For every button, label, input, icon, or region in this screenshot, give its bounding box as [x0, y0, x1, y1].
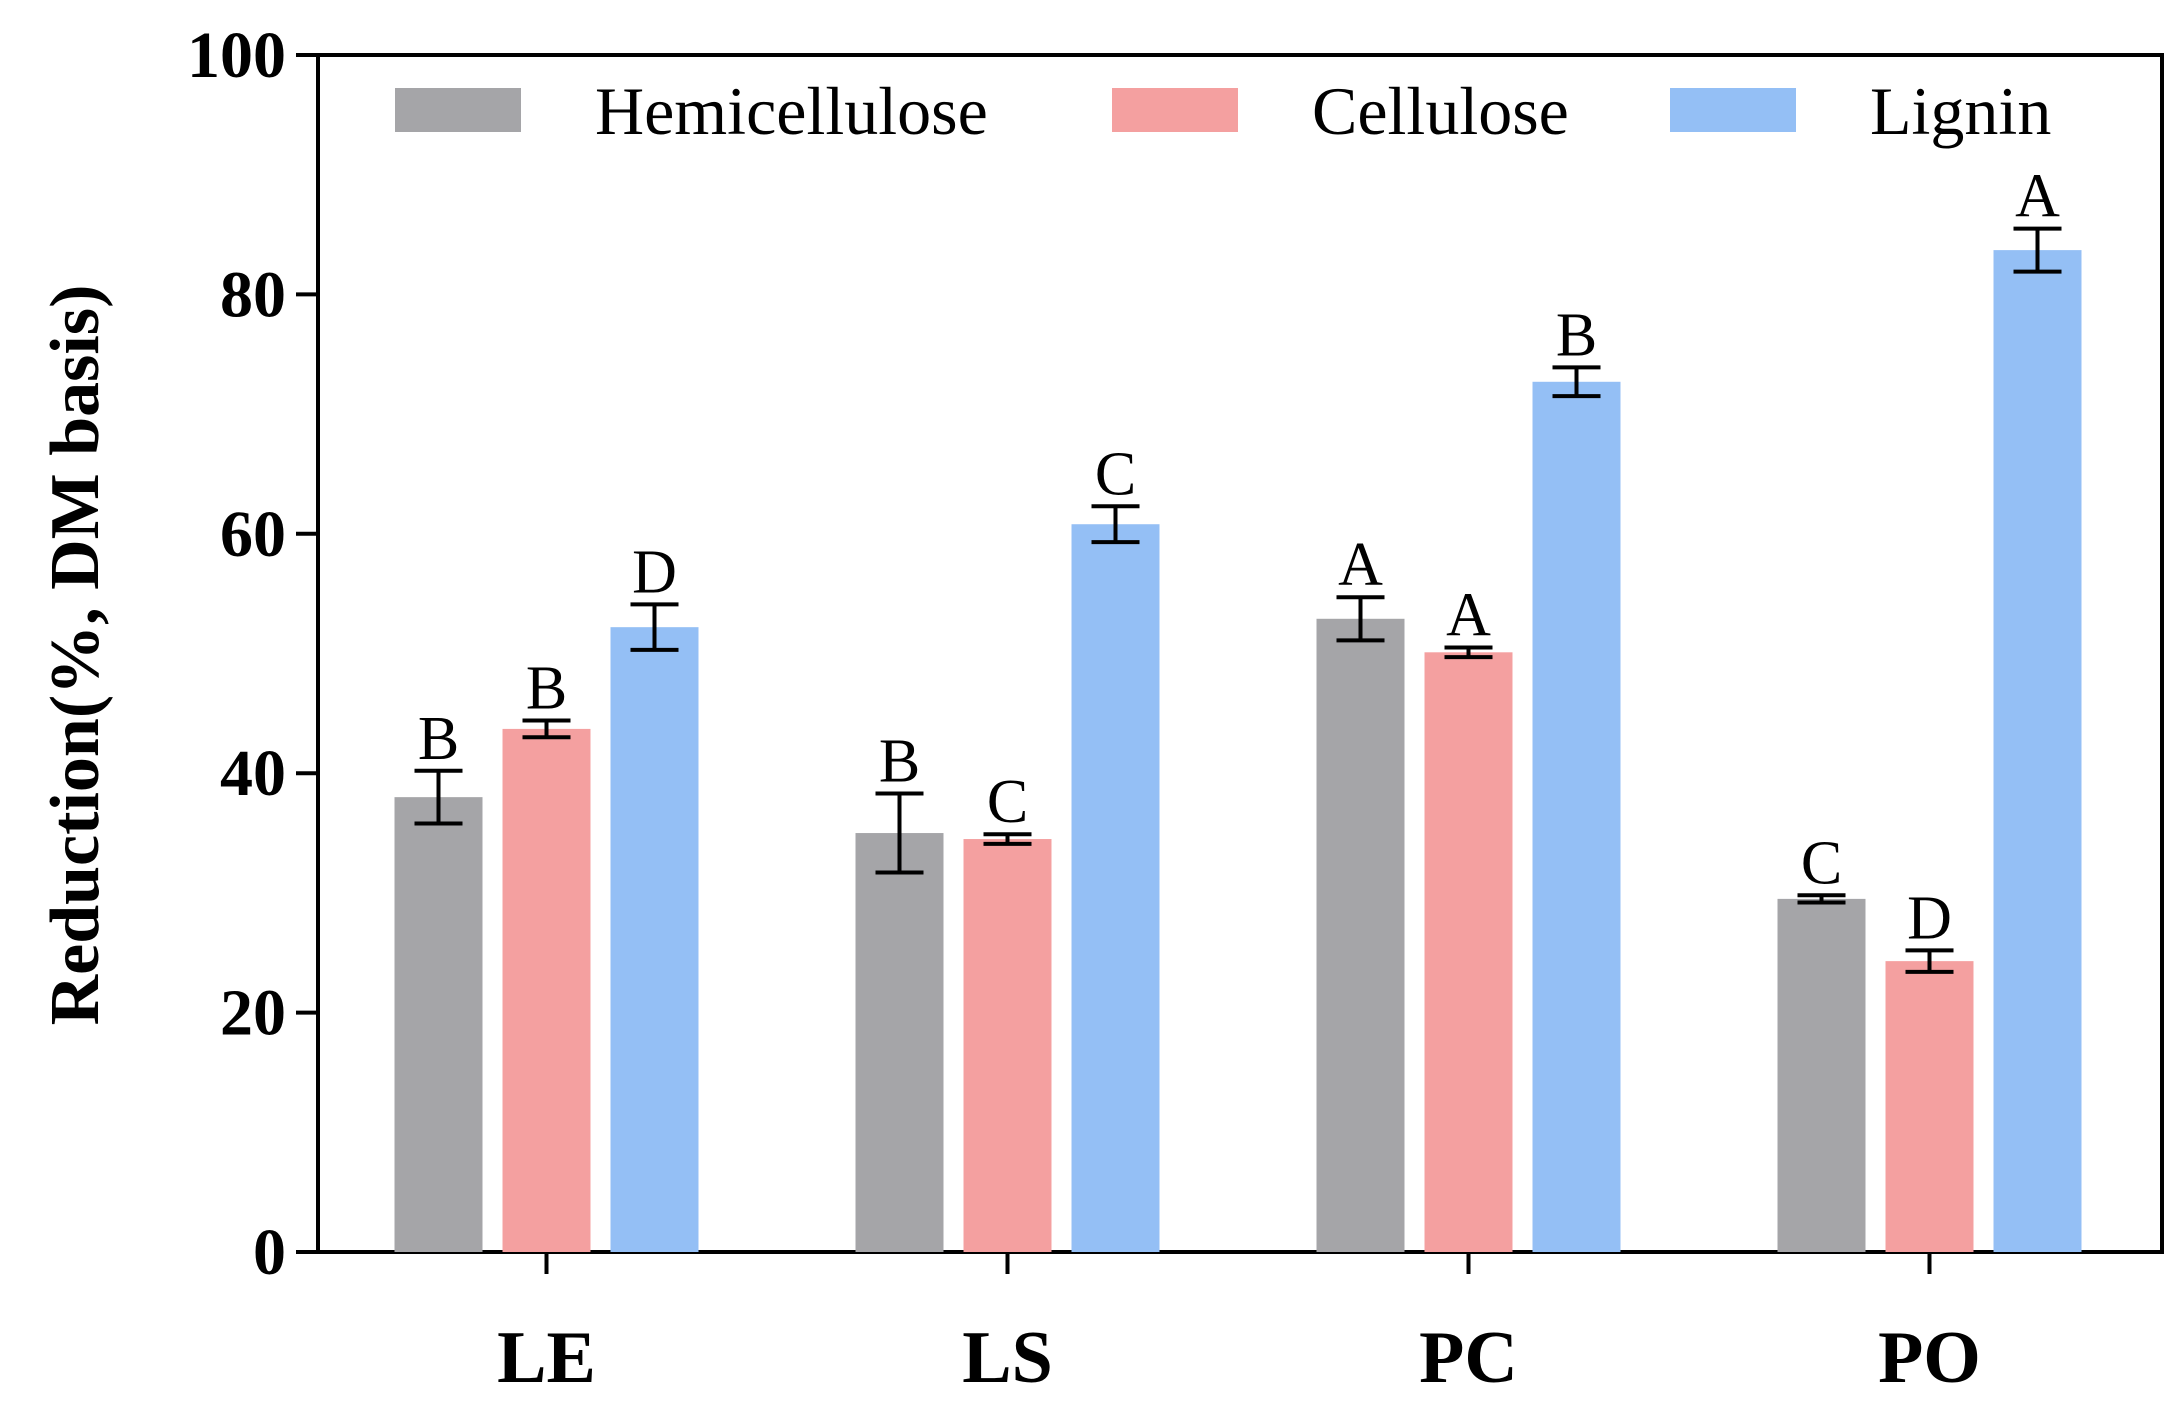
- axes: 0 20 40 60 80 100 LE LS PC PO: [187, 19, 2164, 1399]
- significance-letter: D: [632, 538, 677, 606]
- error-bars: [414, 226, 2062, 974]
- legend-label-lignin: Lignin: [1870, 73, 2051, 149]
- bar-hemicellulose-pc: [1316, 618, 1405, 1252]
- bars: [394, 250, 2082, 1253]
- significance-letter: B: [418, 705, 459, 773]
- bar-lignin-pc: [1532, 381, 1621, 1252]
- significance-letter: C: [1801, 829, 1842, 897]
- significance-letter: B: [879, 728, 920, 796]
- significance-letter: C: [1095, 440, 1136, 508]
- y-tick-label: 60: [220, 498, 286, 571]
- y-tick-label: 100: [187, 19, 286, 92]
- y-tick-label: 80: [220, 258, 286, 331]
- x-tick-label: LE: [497, 1317, 596, 1399]
- bar-lignin-ls: [1071, 524, 1160, 1252]
- x-tick-label: LS: [962, 1317, 1053, 1399]
- significance-letter: D: [1907, 884, 1952, 952]
- bar-cellulose-pc: [1424, 652, 1513, 1252]
- y-tick-label: 0: [253, 1216, 286, 1289]
- significance-letter: A: [2015, 163, 2060, 231]
- x-tick-label: PO: [1878, 1317, 1981, 1399]
- legend-swatch-cellulose: [1112, 88, 1238, 132]
- legend-label-cellulose: Cellulose: [1312, 73, 1569, 149]
- legend: Hemicellulose Cellulose Lignin: [395, 73, 2051, 149]
- significance-letter: A: [1446, 582, 1491, 650]
- bar-cellulose-po: [1885, 961, 1974, 1252]
- y-tick-label: 20: [220, 977, 286, 1050]
- legend-label-hemicellulose: Hemicellulose: [595, 73, 988, 149]
- legend-swatch-lignin: [1670, 88, 1796, 132]
- x-tick-label: PC: [1419, 1317, 1518, 1399]
- plot-frame: [316, 53, 2164, 1254]
- bar-lignin-le: [610, 627, 699, 1252]
- bar-lignin-po: [1993, 250, 2082, 1253]
- bar-cellulose-le: [502, 728, 591, 1252]
- bar-hemicellulose-le: [394, 797, 483, 1252]
- y-tick-label: 40: [220, 737, 286, 810]
- legend-swatch-hemicellulose: [395, 88, 521, 132]
- significance-letter: C: [987, 768, 1028, 836]
- significance-letter: B: [1556, 301, 1597, 369]
- significance-letter: A: [1338, 531, 1383, 599]
- y-axis-title: Reduction(%, DM basis): [37, 285, 114, 1026]
- bar-hemicellulose-po: [1777, 898, 1866, 1252]
- bar-cellulose-ls: [963, 839, 1052, 1252]
- significance-letter: B: [526, 655, 567, 723]
- bar-hemicellulose-ls: [855, 833, 944, 1252]
